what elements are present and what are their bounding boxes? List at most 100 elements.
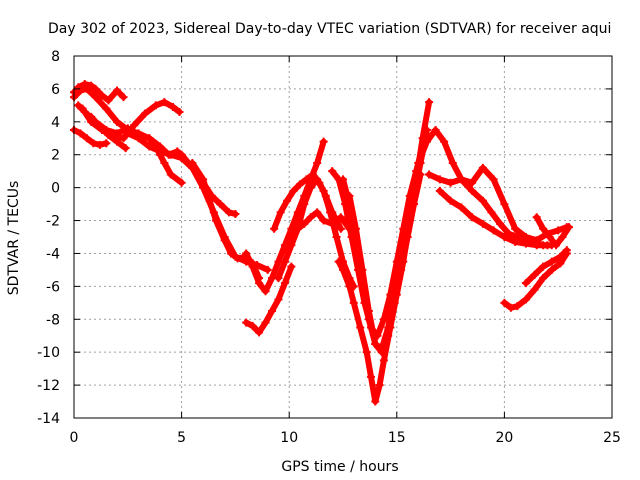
y-tick-label: -4 [46,246,60,262]
data-point [242,249,251,258]
data-point [113,117,122,126]
data-point [306,183,315,192]
data-point [168,103,177,112]
data-point [289,186,298,195]
data-point [76,129,85,138]
data-point [448,158,457,167]
data-point [261,287,270,296]
data-point [302,175,311,184]
data-point [366,372,375,381]
series-track-17 [346,171,424,356]
data-point [134,134,143,143]
data-point [295,180,304,189]
data-point [160,158,169,167]
y-tick-label: 6 [51,82,60,98]
data-point [521,279,530,288]
data-point [371,339,380,348]
data-point [121,144,130,153]
data-point [231,209,240,218]
data-point [478,196,487,205]
data-point [547,257,556,266]
data-point [530,285,539,294]
data-point [270,224,279,233]
data-point [511,224,520,233]
data-point [283,196,292,205]
y-tick-label: 0 [51,181,60,197]
data-point [123,129,132,138]
data-point [364,307,373,316]
data-point [293,224,302,233]
data-point [188,158,197,167]
data-point [306,213,315,222]
data-point [390,298,399,307]
data-point [95,140,104,149]
data-point [119,93,128,102]
data-point [468,178,477,187]
data-point [446,178,455,187]
data-point [212,216,221,225]
data-point [511,237,520,246]
data-point [104,96,113,105]
data-point [78,104,87,113]
data-point [248,262,257,271]
data-point [224,208,233,217]
data-point [300,200,309,209]
data-point [242,318,251,327]
data-point [263,265,272,274]
data-point [119,134,128,143]
data-point [362,348,371,357]
data-point [151,101,160,110]
data-point [416,170,425,179]
data-point [156,147,165,156]
data-point [379,356,388,365]
data-point [489,175,498,184]
data-point [547,265,556,274]
data-point [87,112,96,121]
data-point [166,150,175,159]
x-tick-label: 25 [603,430,621,446]
data-point [166,170,175,179]
data-point [371,397,380,406]
data-point [414,158,423,167]
data-point [558,233,567,241]
data-point [556,252,565,261]
data-point [339,175,347,184]
data-point [276,208,285,217]
series-track-10 [243,263,295,336]
data-point [478,219,487,228]
data-point [446,196,455,205]
data-point [532,241,541,250]
data-point [478,163,487,172]
x-tick-label: 10 [280,430,298,446]
data-point [130,121,139,130]
y-tick-label: -10 [37,345,60,361]
data-point [336,213,345,222]
data-point [521,239,530,248]
data-point [384,331,393,340]
data-point [102,104,111,113]
data-point [87,81,96,90]
data-point [345,191,354,200]
data-point [113,86,122,95]
data-point [308,170,317,179]
data-point [358,265,367,274]
data-point [319,137,328,146]
data-point [255,328,264,337]
data-point [328,167,337,176]
data-point [500,200,509,209]
data-point [280,279,289,288]
y-axis-title: SDTVAR / TECUs [6,181,22,296]
data-point [562,246,571,255]
data-point [468,186,477,195]
data-point [199,175,208,184]
y-tick-label: 8 [51,49,60,65]
y-tick-label: -2 [46,214,60,230]
data-point [175,107,184,116]
data-point [332,233,341,241]
data-point [261,318,270,327]
y-tick-label: 2 [51,148,60,164]
y-tick-label: -14 [37,411,60,427]
data-point [220,236,229,245]
data-point [339,265,347,274]
plot-frame [73,55,613,419]
